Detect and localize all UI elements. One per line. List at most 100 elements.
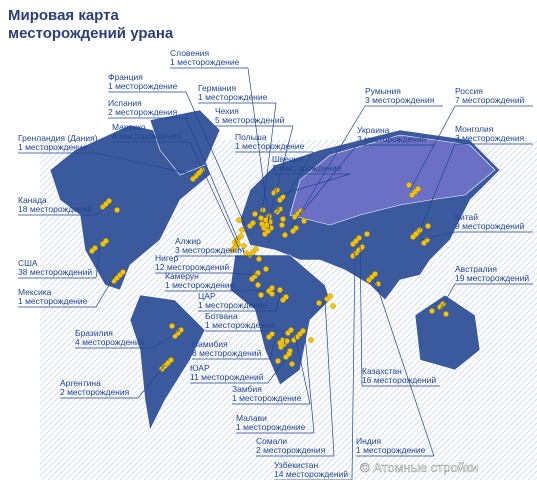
deposit-dot: [293, 225, 299, 231]
country-name: Румыния: [365, 86, 401, 96]
deposit-count: 1 месторождение: [356, 445, 426, 455]
deposit-dot: [178, 327, 184, 333]
leader-line: [299, 144, 358, 216]
country-name: Словения: [170, 48, 210, 58]
deposit-count: 2 месторождения: [256, 445, 326, 455]
country-name: Замбия: [232, 384, 262, 394]
leader-line: [351, 249, 356, 480]
deposit-dot: [239, 227, 245, 233]
deposit-dot: [288, 327, 294, 333]
deposit-count: 18 месторождений: [18, 204, 92, 214]
deposit-dot: [282, 232, 288, 238]
deposit-dot: [168, 357, 174, 363]
deposit-count: 1 месторождение: [165, 280, 235, 290]
leader-line: [152, 329, 181, 349]
country-name: Польша: [235, 132, 267, 142]
deposit-dot: [255, 282, 261, 288]
leader-line: [232, 272, 259, 276]
deposit-dot: [252, 211, 258, 217]
country-name: Китай: [455, 212, 478, 222]
deposit-count: 3 месторождения: [365, 95, 435, 105]
country-name: Гренландия (Дания): [18, 133, 98, 143]
deposit-dot: [359, 244, 365, 250]
leader-line: [189, 141, 241, 251]
deposit-dots: [89, 167, 449, 372]
leader-line: [247, 67, 271, 231]
leader-line: [419, 231, 456, 241]
deposit-count: 2 месторождения: [108, 107, 178, 117]
leader-line: [289, 105, 366, 231]
country-name: Монголия: [455, 124, 494, 134]
country-name: Алжир: [175, 236, 201, 246]
country-name: Аргентина: [60, 378, 101, 388]
deposit-dot: [286, 351, 292, 357]
leader-line: [95, 244, 101, 279]
country-name: Канада: [18, 195, 47, 205]
deposit-count: 14 месторождений: [274, 469, 348, 479]
deposit-dot: [364, 231, 370, 237]
deposit-count: 19 месторождений: [455, 273, 529, 283]
leader-line: [95, 274, 116, 308]
deposit-dot: [255, 270, 261, 276]
deposit-dot: [279, 222, 285, 228]
deposit-dot: [289, 361, 295, 367]
deposit-dot: [415, 186, 421, 192]
deposit-dot: [263, 266, 269, 272]
deposit-count: 16 месторождений: [362, 375, 436, 385]
deposit-count: 5 месторождений: [215, 115, 285, 125]
deposit-dot: [92, 245, 98, 251]
deposit-dot: [253, 246, 259, 252]
deposit-dot: [300, 328, 306, 334]
deposit-count: 4 месторождения: [112, 131, 182, 141]
country-name: ЮАР: [190, 363, 210, 373]
country-name: Мексика: [18, 287, 52, 297]
deposit-count: 7 месторождений: [455, 95, 525, 105]
leader-line: [185, 91, 246, 226]
country-name: Чехия: [215, 106, 239, 116]
deposit-dot: [106, 198, 112, 204]
leader-line: [359, 239, 363, 387]
deposit-dot: [280, 216, 286, 222]
leader-line: [274, 151, 314, 216]
deposit-count: 1 месторождение: [205, 320, 275, 330]
deposit-dot: [120, 269, 126, 275]
deposit-dot: [316, 300, 322, 306]
deposit-dot: [406, 182, 412, 188]
deposit-dot: [308, 337, 314, 343]
leader-line: [261, 102, 277, 216]
country-name: Испания: [108, 98, 142, 108]
country-name: Ботвана: [205, 311, 238, 321]
deposit-count: 1 месторождение: [198, 92, 268, 102]
deposit-dot: [443, 311, 449, 317]
deposit-count: 1 месторождение: [18, 296, 88, 306]
deposit-dot: [238, 233, 244, 239]
deposit-dot: [429, 308, 435, 314]
country-name: ЦАР: [198, 291, 216, 301]
country-name: Швеция: [272, 154, 304, 164]
country-name: Нигер: [155, 253, 179, 263]
country-name: Сомали: [256, 436, 287, 446]
deposit-dot: [372, 271, 378, 277]
country-name: Марокко: [112, 122, 146, 132]
deposit-count: 1 месторождение: [236, 422, 306, 432]
deposit-count: 12 месторождений: [155, 262, 229, 272]
country-name: Германия: [198, 83, 237, 93]
leader-line: [242, 289, 266, 292]
deposit-dot: [327, 293, 333, 299]
leader-line: [267, 359, 286, 384]
country-name: Австралия: [455, 264, 497, 274]
deposit-dot: [425, 223, 431, 229]
africa: [229, 254, 331, 386]
deposit-dot: [269, 331, 275, 337]
leader-line: [409, 105, 456, 191]
deposit-dot: [241, 243, 247, 249]
deposit-dot: [169, 323, 175, 329]
title: Мировая карта: [8, 7, 119, 24]
leader-line: [304, 334, 315, 434]
deposit-dot: [301, 218, 307, 224]
deposit-dot: [330, 303, 336, 309]
leader-line: [282, 330, 286, 346]
deposit-count: 1 месторождение: [18, 142, 88, 152]
deposit-count: 8 месторождений: [192, 348, 262, 358]
